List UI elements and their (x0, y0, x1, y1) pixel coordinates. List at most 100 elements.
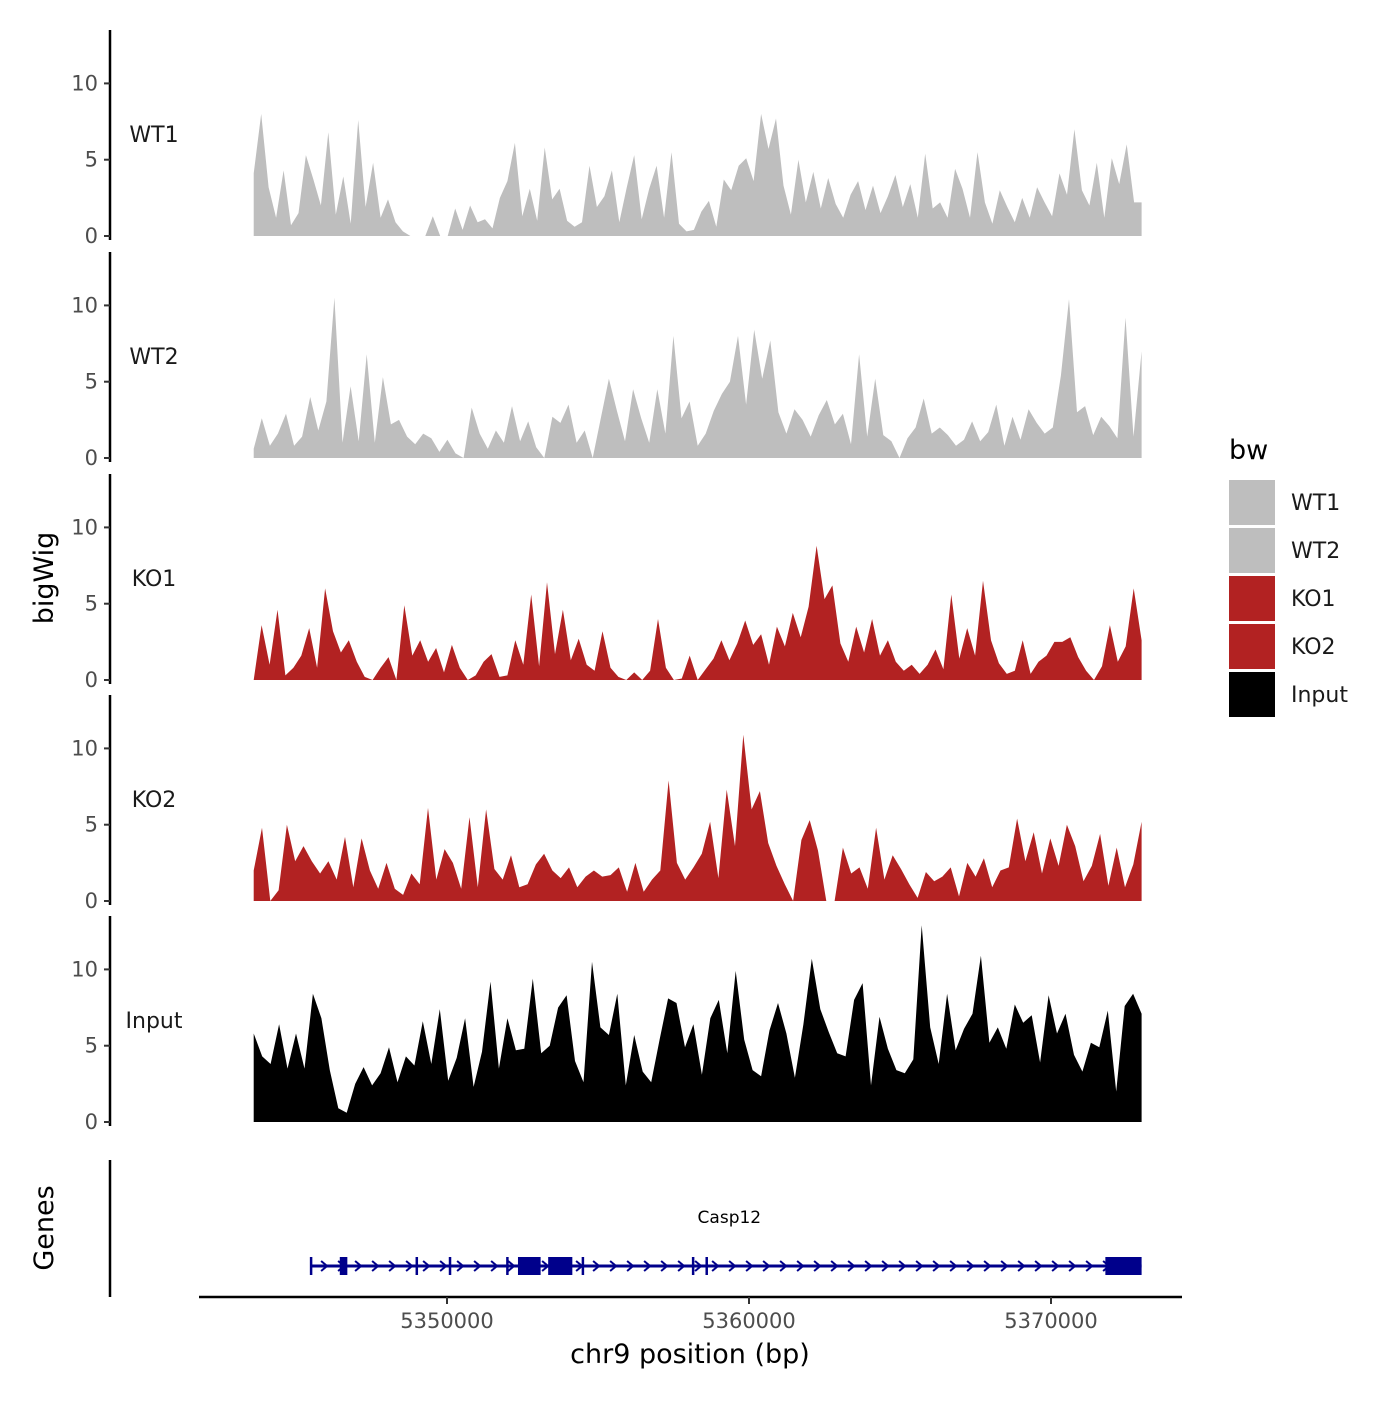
legend-key-KO1 (1229, 576, 1275, 621)
genes-panel-title: Genes (29, 1185, 60, 1270)
strand-arrow (1000, 1260, 1009, 1272)
y-tick-label-KO2-10: 10 (71, 736, 98, 760)
strand-arrow (541, 1260, 550, 1272)
strand-arrow (1068, 1260, 1077, 1272)
strand-arrow (473, 1260, 482, 1272)
strand-arrow (626, 1260, 635, 1272)
x-tick-label-5360000: 5360000 (702, 1309, 796, 1333)
strand-arrow (762, 1260, 771, 1272)
track-panels: 0 5 10 WT1 0 5 10 WT2 0 5 10 KO1 0 5 10 KO2 0 5 10 Input (71, 30, 1142, 1134)
strand-arrow (439, 1260, 448, 1272)
legend-key-KO2 (1229, 624, 1275, 669)
strand-arrow (354, 1260, 363, 1272)
strand-arrow (779, 1260, 788, 1272)
strand-arrow (507, 1260, 516, 1272)
area-KO2 (253, 734, 1142, 901)
strand-arrow (320, 1260, 329, 1272)
strand-arrow (847, 1260, 856, 1272)
strand-arrow (456, 1260, 465, 1272)
track-label-Input: Input (126, 1009, 183, 1034)
track-KO2: 0 5 10 KO2 (71, 695, 1142, 913)
strand-arrow (966, 1260, 975, 1272)
y-tick-label-KO1-5: 5 (85, 592, 98, 616)
y-tick-label-KO2-0: 0 (85, 889, 98, 913)
strand-arrow (915, 1260, 924, 1272)
legend-key-Input (1229, 672, 1275, 717)
x-tick-label-5350000: 5350000 (400, 1309, 494, 1333)
legend-label-KO1: KO1 (1291, 587, 1336, 612)
strand-arrow (405, 1260, 414, 1272)
exon-Casp12-3 (548, 1257, 573, 1275)
strand-arrow (711, 1260, 720, 1272)
exon-Casp12-1 (339, 1257, 348, 1275)
strand-arrow (1034, 1260, 1043, 1272)
legend-title: bw (1229, 435, 1268, 466)
strand-arrow (694, 1260, 703, 1272)
area-WT1 (253, 113, 1142, 236)
gene-label-Casp12: Casp12 (698, 1208, 762, 1228)
strand-arrow (592, 1260, 601, 1272)
strand-arrow (728, 1260, 737, 1272)
track-label-WT1: WT1 (129, 123, 178, 148)
track-label-KO1: KO1 (132, 567, 177, 592)
strand-arrow (677, 1260, 686, 1272)
track-WT2: 0 5 10 WT2 (71, 252, 1142, 470)
y-tick-label-WT2-10: 10 (71, 293, 98, 317)
strand-arrow (898, 1260, 907, 1272)
strand-arrow (932, 1260, 941, 1272)
y-tick-label-KO2-5: 5 (85, 813, 98, 837)
strand-arrow (422, 1260, 431, 1272)
strand-arrow (1085, 1260, 1094, 1272)
y-tick-label-KO1-10: 10 (71, 515, 98, 539)
y-axis-title: bigWig (29, 532, 60, 625)
legend-label-Input: Input (1291, 683, 1348, 708)
track-label-WT2: WT2 (129, 345, 178, 370)
track-KO1: 0 5 10 KO1 (71, 474, 1142, 692)
track-WT1: 0 5 10 WT1 (71, 30, 1142, 248)
area-WT2 (253, 297, 1142, 458)
strand-arrow (864, 1260, 873, 1272)
y-tick-label-WT2-5: 5 (85, 370, 98, 394)
track-Input: 0 5 10 Input (71, 916, 1142, 1134)
strand-arrow (388, 1260, 397, 1272)
area-Input (253, 925, 1142, 1122)
legend-label-WT2: WT2 (1291, 539, 1340, 564)
y-tick-label-Input-10: 10 (71, 957, 98, 981)
y-tick-label-WT2-0: 0 (85, 446, 98, 470)
strand-arrow (660, 1260, 669, 1272)
strand-arrow (1017, 1260, 1026, 1272)
legend-label-WT1: WT1 (1291, 491, 1340, 516)
y-tick-label-Input-0: 0 (85, 1110, 98, 1134)
strand-arrow (796, 1260, 805, 1272)
strand-arrow (745, 1260, 754, 1272)
gene-panel: Casp12 (108, 1160, 1142, 1297)
legend-key-WT1 (1229, 480, 1275, 525)
strand-arrow (643, 1260, 652, 1272)
legend-label-KO2: KO2 (1291, 635, 1336, 660)
area-KO1 (253, 545, 1142, 680)
legend-key-WT2 (1229, 528, 1275, 573)
y-tick-label-WT1-0: 0 (85, 224, 98, 248)
track-label-KO2: KO2 (132, 788, 177, 813)
gene-Casp12: Casp12 (309, 1208, 1142, 1275)
strand-arrow (830, 1260, 839, 1272)
strand-arrow (490, 1260, 499, 1272)
strand-arrow (1051, 1260, 1060, 1272)
x-tick-label-5370000: 5370000 (1004, 1309, 1098, 1333)
x-axis-title: chr9 position (bp) (570, 1339, 810, 1370)
y-tick-label-KO1-0: 0 (85, 668, 98, 692)
y-tick-label-WT1-10: 10 (71, 71, 98, 95)
legend: bw WT1 WT2 KO1 KO2 Input (1229, 435, 1348, 717)
strand-arrow (983, 1260, 992, 1272)
y-tick-label-Input-5: 5 (85, 1034, 98, 1058)
y-tick-label-WT1-5: 5 (85, 148, 98, 172)
strand-arrow (813, 1260, 822, 1272)
strand-arrow (881, 1260, 890, 1272)
x-axis: 5350000 5360000 5370000 (199, 1295, 1182, 1333)
exon-Casp12-4 (1105, 1257, 1142, 1275)
exon-Casp12-2 (517, 1257, 541, 1275)
strand-arrow (949, 1260, 958, 1272)
strand-arrow (371, 1260, 380, 1272)
